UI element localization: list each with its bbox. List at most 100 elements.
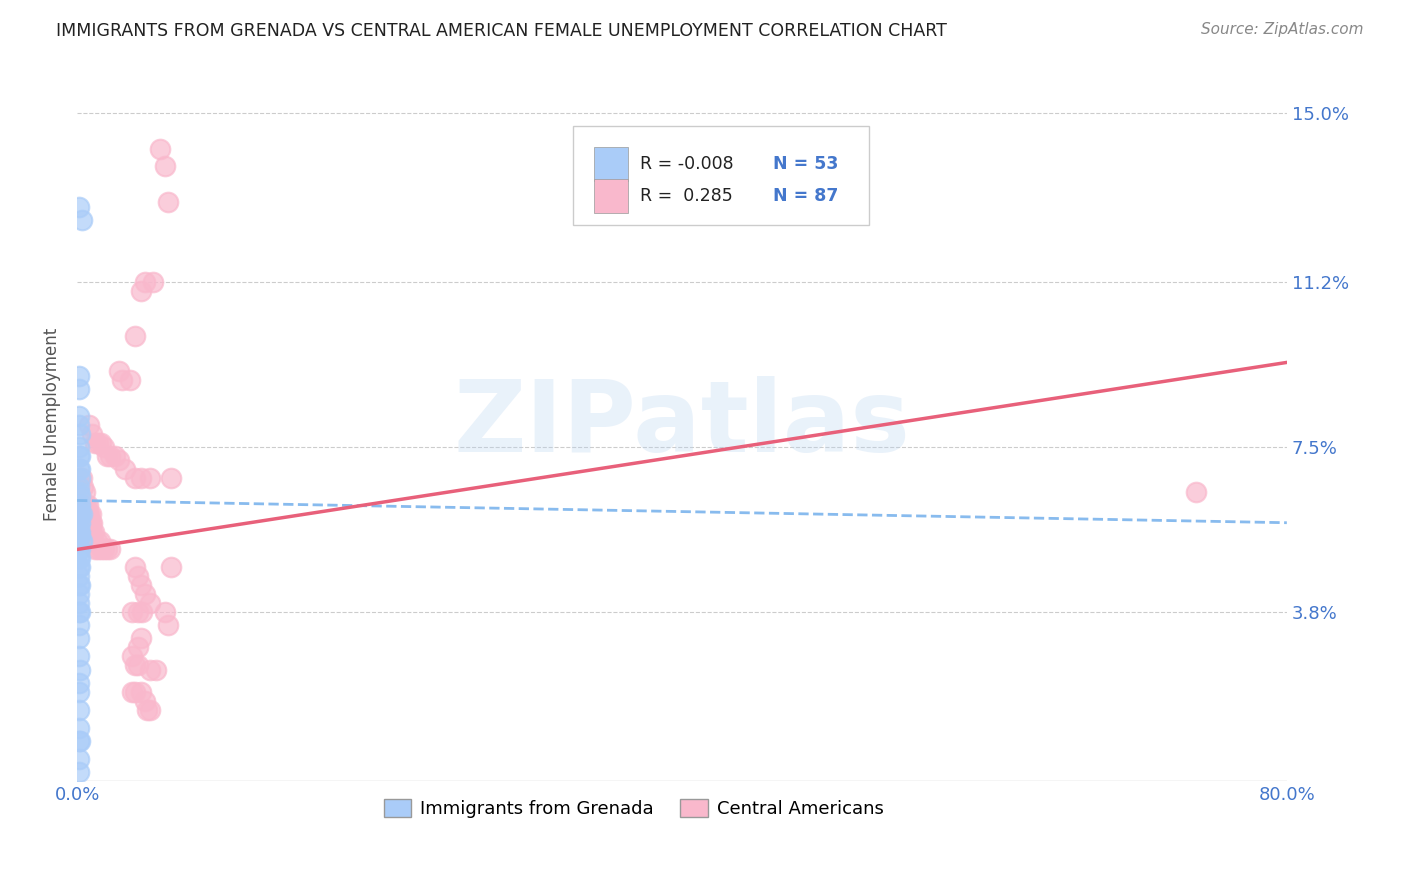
Point xyxy=(76,516,98,530)
Point xyxy=(134,587,156,601)
Point xyxy=(70,471,93,485)
Point xyxy=(69,449,91,463)
Point xyxy=(67,632,90,646)
Point xyxy=(67,516,90,530)
Point xyxy=(90,542,112,557)
Point xyxy=(160,471,183,485)
Point xyxy=(93,542,115,557)
FancyBboxPatch shape xyxy=(574,126,869,226)
Point xyxy=(69,516,91,530)
Point xyxy=(104,449,127,463)
Point xyxy=(72,524,94,539)
Text: IMMIGRANTS FROM GRENADA VS CENTRAL AMERICAN FEMALE UNEMPLOYMENT CORRELATION CHAR: IMMIGRANTS FROM GRENADA VS CENTRAL AMERI… xyxy=(56,22,948,40)
Point xyxy=(67,703,90,717)
Point xyxy=(69,471,91,485)
Point xyxy=(108,453,131,467)
Point xyxy=(73,498,96,512)
Point xyxy=(67,480,90,494)
Point xyxy=(67,484,90,499)
Point xyxy=(70,498,93,512)
Point xyxy=(124,471,146,485)
Point xyxy=(153,605,176,619)
Point xyxy=(70,213,93,227)
Point xyxy=(138,596,160,610)
Point xyxy=(67,507,90,521)
Point xyxy=(67,542,90,557)
Point xyxy=(67,560,90,574)
Point xyxy=(67,752,90,766)
Point xyxy=(142,275,165,289)
Point xyxy=(77,507,100,521)
Point xyxy=(67,498,90,512)
Point xyxy=(129,471,152,485)
Point xyxy=(67,368,90,383)
Point xyxy=(67,578,90,592)
Point xyxy=(69,498,91,512)
Point xyxy=(69,524,91,539)
Point xyxy=(145,663,167,677)
Text: R =  0.285: R = 0.285 xyxy=(640,186,733,205)
Point xyxy=(69,471,91,485)
Point xyxy=(70,507,93,521)
Point xyxy=(124,658,146,673)
Point xyxy=(67,734,90,748)
Point xyxy=(69,551,91,566)
Point xyxy=(134,275,156,289)
Point xyxy=(129,578,152,592)
FancyBboxPatch shape xyxy=(593,178,627,213)
Point xyxy=(69,489,91,503)
Point xyxy=(77,524,100,539)
Point xyxy=(69,426,91,441)
Point xyxy=(118,373,141,387)
Point xyxy=(67,524,90,539)
Point xyxy=(69,560,91,574)
Point xyxy=(127,569,149,583)
Point xyxy=(129,632,152,646)
Point xyxy=(73,533,96,548)
Point xyxy=(70,533,93,548)
Point xyxy=(82,524,104,539)
Point xyxy=(135,703,157,717)
Point xyxy=(124,685,146,699)
Point xyxy=(69,462,91,476)
Point xyxy=(72,480,94,494)
Point xyxy=(1185,484,1208,499)
Point xyxy=(121,649,143,664)
Point xyxy=(90,435,112,450)
Point xyxy=(76,533,98,548)
Point xyxy=(67,618,90,632)
Point xyxy=(111,373,134,387)
Point xyxy=(98,449,121,463)
Point xyxy=(67,649,90,664)
Point xyxy=(67,551,90,566)
Point xyxy=(84,542,107,557)
Point xyxy=(86,533,108,548)
Point xyxy=(138,703,160,717)
Text: N = 53: N = 53 xyxy=(773,155,838,173)
Point xyxy=(75,498,97,512)
Point xyxy=(84,435,107,450)
Point xyxy=(69,542,91,557)
Point xyxy=(153,160,176,174)
Point xyxy=(69,734,91,748)
Point xyxy=(77,533,100,548)
Point xyxy=(72,498,94,512)
Legend: Immigrants from Grenada, Central Americans: Immigrants from Grenada, Central America… xyxy=(377,791,890,825)
Point xyxy=(87,542,110,557)
Point xyxy=(67,382,90,396)
Point xyxy=(67,409,90,423)
Point xyxy=(73,507,96,521)
Point xyxy=(69,663,91,677)
Point xyxy=(138,663,160,677)
Point xyxy=(83,524,105,539)
Point xyxy=(69,578,91,592)
Point xyxy=(77,516,100,530)
Point xyxy=(82,516,104,530)
Point xyxy=(67,440,90,454)
Point xyxy=(69,529,91,543)
Point xyxy=(67,417,90,432)
Point xyxy=(138,471,160,485)
Point xyxy=(67,596,90,610)
Text: N = 87: N = 87 xyxy=(773,186,838,205)
Point xyxy=(124,328,146,343)
